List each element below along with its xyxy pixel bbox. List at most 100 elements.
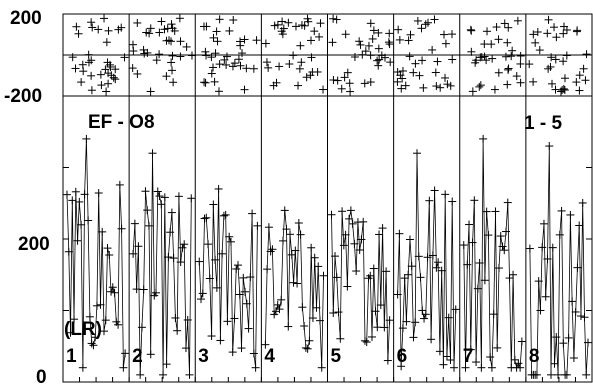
main-marker: [332, 273, 341, 282]
main-series: [63, 134, 592, 379]
main-marker: [202, 213, 211, 222]
residual-marker: [273, 20, 282, 29]
residual-marker: [111, 65, 120, 74]
residual-marker: [133, 69, 142, 78]
main-marker: [355, 245, 364, 254]
residual-marker: [202, 51, 211, 60]
residual-marker: [361, 47, 370, 56]
main-marker: [510, 355, 519, 364]
residual-marker: [104, 26, 113, 35]
residual-marker: [558, 85, 567, 94]
main-marker: [85, 312, 94, 321]
residual-marker: [393, 77, 402, 86]
residual-marker: [143, 48, 152, 57]
main-marker: [228, 348, 237, 357]
main-ytick-0: 0: [36, 367, 47, 386]
residual-marker: [278, 17, 287, 26]
main-marker: [432, 263, 441, 272]
residual-marker: [579, 64, 588, 73]
main-marker: [555, 230, 564, 239]
main-marker: [402, 317, 411, 326]
series-line-seg-3: [198, 188, 258, 368]
residual-marker: [559, 57, 568, 66]
residual-marker: [428, 45, 437, 54]
residual-marker: [329, 14, 338, 23]
residual-marker: [68, 53, 77, 62]
residual-marker: [401, 81, 410, 90]
residual-marker: [294, 81, 303, 90]
main-marker: [264, 223, 273, 232]
residual-marker: [448, 55, 457, 64]
main-ticks: [62, 167, 593, 382]
main-marker: [241, 287, 250, 296]
residual-marker: [529, 30, 538, 39]
main-marker: [119, 363, 128, 372]
residual-marker: [240, 85, 249, 94]
main-marker: [413, 149, 421, 158]
residual-marker: [385, 40, 394, 49]
main-marker: [369, 264, 378, 273]
residual-marker: [397, 84, 406, 93]
residual-marker: [252, 36, 261, 45]
residual-marker: [507, 52, 516, 61]
residual-marker: [531, 38, 540, 47]
main-marker: [557, 206, 566, 215]
residual-marker: [270, 21, 279, 30]
main-marker: [171, 313, 180, 322]
residual-marker: [168, 66, 177, 75]
residual-marker: [84, 50, 93, 59]
residual-marker: [102, 87, 111, 96]
residual-marker: [581, 76, 590, 85]
series-line-seg-6: [397, 153, 457, 368]
residual-marker: [492, 23, 501, 32]
main-marker: [343, 282, 352, 291]
main-marker: [103, 244, 112, 253]
main-marker: [293, 279, 302, 288]
residual-marker: [548, 79, 557, 88]
residual-marker: [490, 85, 499, 94]
residual-marker: [142, 28, 151, 37]
main-marker: [416, 273, 425, 282]
main-marker: [317, 363, 326, 372]
lr-label: (LR): [64, 319, 102, 340]
residual-marker: [146, 24, 155, 33]
series-line-seg-7: [463, 138, 523, 370]
main-marker: [562, 370, 571, 379]
main-marker: [114, 320, 123, 329]
residual-marker: [466, 25, 475, 34]
residual-marker: [133, 18, 142, 27]
residual-marker: [104, 79, 113, 88]
main-marker: [398, 324, 407, 333]
main-marker: [99, 327, 108, 336]
main-marker: [280, 206, 289, 215]
residual-marker: [529, 77, 538, 86]
residual-marker: [262, 58, 271, 67]
main-marker: [564, 333, 573, 342]
residual-marker: [209, 63, 218, 72]
main-marker: [352, 267, 361, 276]
main-marker: [543, 254, 552, 263]
residual-marker: [87, 71, 96, 80]
residual-marker: [152, 56, 161, 65]
main-marker: [298, 303, 307, 312]
residuals-ytick-top: 200: [10, 8, 42, 29]
main-marker: [144, 221, 153, 230]
main-marker: [382, 267, 391, 276]
main-marker: [329, 308, 338, 317]
main-marker: [409, 333, 418, 342]
main-marker: [282, 225, 291, 234]
residual-marker: [345, 79, 354, 88]
main-marker: [578, 198, 587, 207]
main-marker: [573, 263, 582, 272]
main-marker: [319, 271, 328, 280]
main-marker: [209, 200, 218, 209]
main-marker: [185, 370, 194, 379]
residual-marker: [291, 22, 300, 31]
main-marker: [487, 363, 496, 372]
residual-marker: [375, 55, 384, 64]
residual-marker: [296, 41, 305, 50]
main-marker: [164, 253, 173, 262]
main-marker: [376, 301, 385, 310]
residual-marker: [467, 26, 476, 35]
residual-marker: [396, 71, 405, 80]
